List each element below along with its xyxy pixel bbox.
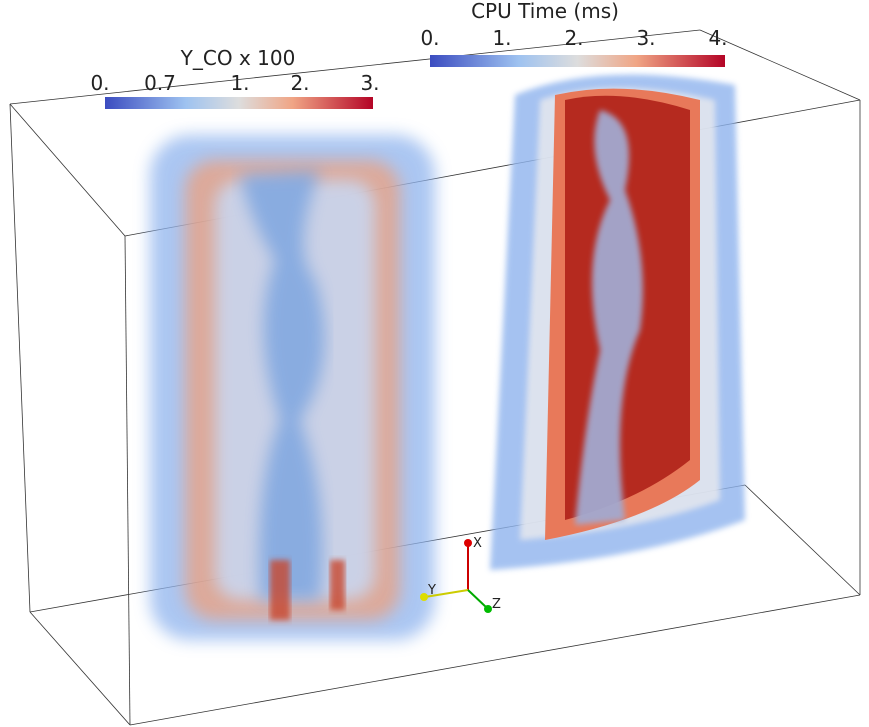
legend-tick-label: 2.	[290, 71, 309, 95]
legend-tick-label: 3.	[636, 26, 655, 50]
y-co-volume	[150, 135, 435, 640]
legend-tick-label: 0.	[420, 26, 439, 50]
legend-title: CPU Time (ms)	[471, 0, 619, 23]
color-bar	[105, 97, 373, 109]
scene: X Y Z Y_CO x 100 0. 0.7 1. 2. 3. CPU Time (ms)…	[0, 0, 869, 727]
legend-tick-label: 2.	[564, 26, 583, 50]
legend-tick-label: 4.	[708, 26, 727, 50]
legend-tick-label: 3.	[360, 71, 379, 95]
legend-title: Y_CO x 100	[180, 46, 296, 70]
legend-tick-label: 1.	[230, 71, 249, 95]
render-view: X Y Z Y_CO x 100 0. 0.7 1. 2. 3. CPU Time (ms)…	[0, 0, 869, 727]
axis-label: Y	[427, 583, 436, 598]
color-bar	[430, 55, 725, 67]
cpu-time-volume	[490, 75, 745, 570]
legend-tick-label: 0.	[90, 71, 109, 95]
axis-label: X	[473, 536, 482, 551]
legend-tick-label: 0.7	[144, 71, 176, 95]
axis-label: Z	[492, 597, 501, 612]
legend-tick-label: 1.	[492, 26, 511, 50]
